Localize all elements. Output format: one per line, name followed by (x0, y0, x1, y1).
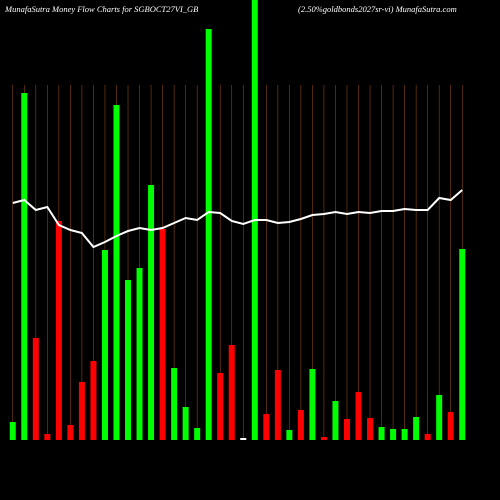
bar (424, 434, 431, 440)
bar (263, 414, 270, 440)
bar (447, 412, 454, 440)
bar (413, 417, 420, 440)
bar (101, 250, 108, 440)
bar (113, 105, 120, 440)
bar (171, 368, 178, 440)
bar (320, 437, 327, 440)
bar (182, 407, 189, 440)
bar (217, 373, 224, 440)
bar (90, 361, 97, 440)
bar (228, 345, 235, 440)
bar (309, 369, 316, 440)
bar (9, 422, 16, 440)
bar (274, 370, 281, 440)
bar (436, 395, 443, 440)
bar (343, 419, 350, 440)
bar (44, 434, 51, 440)
bar (194, 428, 201, 440)
bar (378, 427, 385, 440)
bar (401, 429, 408, 440)
chart-title: MunafaSutra Money Flow Charts for SGBOCT… (4, 4, 198, 14)
bar (205, 29, 212, 440)
bar (67, 425, 74, 440)
bar (390, 429, 397, 440)
bar (125, 280, 132, 440)
bar (355, 392, 362, 440)
bar (78, 382, 85, 440)
money-flow-line (12, 189, 463, 249)
bar (286, 430, 293, 440)
bar (55, 221, 62, 440)
bar (297, 410, 304, 440)
bar (148, 185, 155, 440)
bar (21, 93, 28, 440)
bar (459, 249, 466, 440)
bar (159, 229, 166, 440)
bar (240, 438, 247, 440)
bar (332, 401, 339, 440)
chart-subtitle: (2.50%goldbonds2027sr-vi) MunafaSutra.co… (298, 4, 457, 14)
bar (136, 268, 143, 440)
bar (367, 418, 374, 440)
bar (32, 338, 39, 440)
